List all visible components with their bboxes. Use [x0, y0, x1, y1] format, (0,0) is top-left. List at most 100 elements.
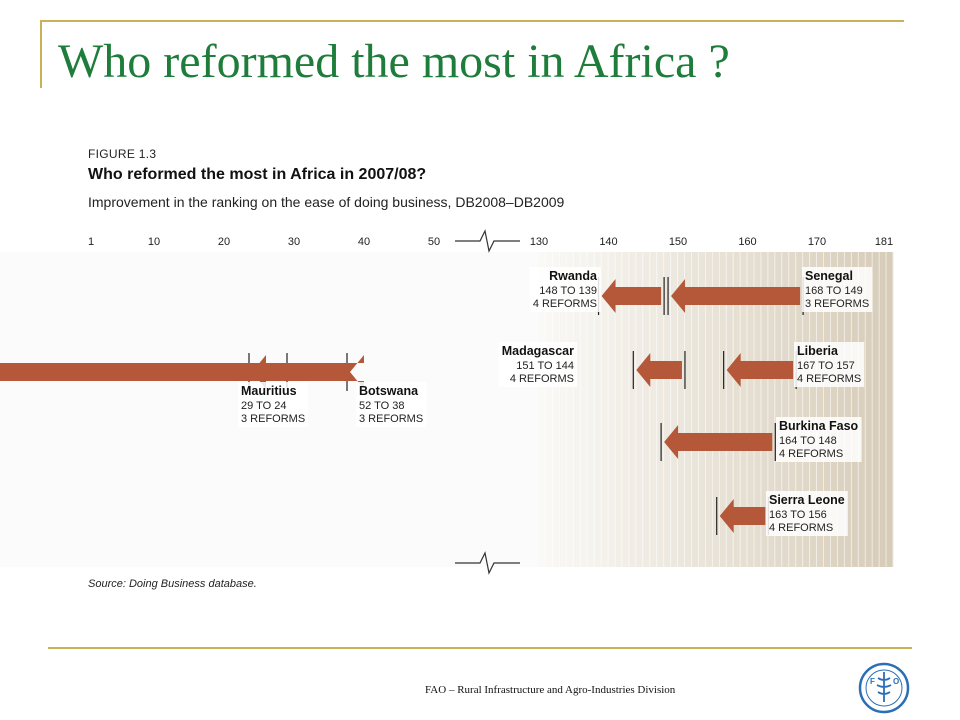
- tick-label-40: 40: [358, 236, 370, 248]
- band-right: [782, 252, 790, 567]
- band-right: [587, 252, 595, 567]
- country-label-botswana: Botswana: [359, 384, 419, 398]
- band-right: [573, 252, 581, 567]
- band-right: [775, 252, 783, 567]
- fao-logo: F O: [858, 662, 910, 714]
- arrow-sierra-leone: [719, 499, 766, 533]
- band-right: [650, 252, 658, 567]
- band-right: [664, 252, 672, 567]
- band-right: [830, 252, 838, 567]
- rank-label-mauritius: 29 TO 24: [241, 400, 286, 412]
- band-right: [872, 252, 880, 567]
- band-right: [566, 252, 574, 567]
- logo-o: O: [893, 677, 899, 686]
- arrow-rwanda: [601, 279, 662, 313]
- band-right: [629, 252, 637, 567]
- band-right: [705, 252, 713, 567]
- tick-label-150: 150: [669, 236, 687, 248]
- reforms-label-rwanda: 4 REFORMS: [533, 298, 597, 310]
- arrow-liberia: [726, 353, 794, 387]
- band-right: [810, 252, 817, 567]
- tick-label-30: 30: [288, 236, 300, 248]
- band-right: [601, 252, 609, 567]
- band-right: [657, 252, 665, 567]
- arrow-burkina-faso: [664, 425, 773, 459]
- rank-label-rwanda: 148 TO 139: [539, 285, 597, 297]
- reforms-label-mauritius: 3 REFORMS: [241, 413, 305, 425]
- label-bg-madagascar: [498, 342, 578, 387]
- band-right: [594, 252, 602, 567]
- band-right: [671, 252, 678, 567]
- label-bg-senegal: [802, 267, 873, 312]
- band-right: [817, 252, 824, 567]
- band-right: [712, 252, 720, 567]
- band-right: [552, 252, 560, 567]
- band-right: [740, 252, 748, 567]
- country-label-senegal: Senegal: [805, 269, 853, 283]
- band-right: [844, 252, 852, 567]
- band-right: [747, 252, 755, 567]
- label-bg-mauritius: [238, 382, 309, 427]
- country-label-burkina-faso: Burkina Faso: [779, 419, 859, 433]
- reforms-label-liberia: 4 REFORMS: [797, 373, 861, 385]
- left-rule: [40, 20, 42, 88]
- tick-label-160: 160: [738, 236, 756, 248]
- reforms-label-madagascar: 4 REFORMS: [510, 373, 574, 385]
- band-right: [539, 252, 546, 567]
- reforms-label-sierra-leone: 4 REFORMS: [769, 522, 833, 534]
- band-right: [559, 252, 567, 567]
- tick-label-20: 20: [218, 236, 230, 248]
- band-right: [858, 252, 866, 567]
- country-label-liberia: Liberia: [797, 344, 839, 358]
- band-right: [691, 252, 699, 567]
- rank-label-burkina-faso: 164 TO 148: [779, 435, 837, 447]
- arrow-madagascar: [636, 353, 682, 387]
- country-label-mauritius: Mauritius: [241, 384, 297, 398]
- axis-break-bottom: [455, 551, 520, 575]
- band-right: [789, 252, 797, 567]
- band-right: [678, 252, 685, 567]
- label-bg-botswana: [356, 382, 427, 427]
- band-right: [726, 252, 734, 567]
- band-right: [615, 252, 623, 567]
- bottom-rule: [48, 647, 912, 649]
- band-right: [761, 252, 769, 567]
- band-right: [608, 252, 616, 567]
- arrow-botswana: [0, 355, 364, 389]
- band-right: [733, 252, 741, 567]
- top-rule: [40, 20, 904, 22]
- country-label-rwanda: Rwanda: [549, 269, 598, 283]
- band-right: [823, 252, 831, 567]
- label-bg-burkina-faso: [776, 417, 862, 462]
- band-right: [879, 252, 887, 567]
- rank-label-liberia: 167 TO 157: [797, 360, 855, 372]
- tick-label-140: 140: [599, 236, 617, 248]
- band-right: [865, 252, 873, 567]
- label-bg-liberia: [794, 342, 865, 387]
- band-right: [545, 252, 553, 567]
- band-right: [719, 252, 727, 567]
- axis-break-top: [455, 229, 520, 253]
- band-right: [580, 252, 588, 567]
- band-right: [643, 252, 651, 567]
- band-right: [622, 252, 630, 567]
- band-right: [684, 252, 692, 567]
- reforms-label-burkina-faso: 4 REFORMS: [779, 448, 843, 460]
- tick-label-50: 50: [428, 236, 440, 248]
- arrow-senegal: [671, 279, 801, 313]
- label-bg-sierra-leone: [766, 491, 848, 536]
- band-right: [886, 252, 894, 567]
- band-right: [796, 252, 804, 567]
- rank-label-madagascar: 151 TO 144: [516, 360, 574, 372]
- tick-label-1: 1: [88, 236, 94, 248]
- tick-label-170: 170: [808, 236, 826, 248]
- band-right: [636, 252, 644, 567]
- band-right: [698, 252, 706, 567]
- tick-label-130: 130: [530, 236, 548, 248]
- band-right: [803, 252, 811, 567]
- band-right: [837, 252, 845, 567]
- rank-label-senegal: 168 TO 149: [805, 285, 863, 297]
- rank-label-botswana: 52 TO 38: [359, 400, 404, 412]
- logo-f: F: [870, 677, 875, 686]
